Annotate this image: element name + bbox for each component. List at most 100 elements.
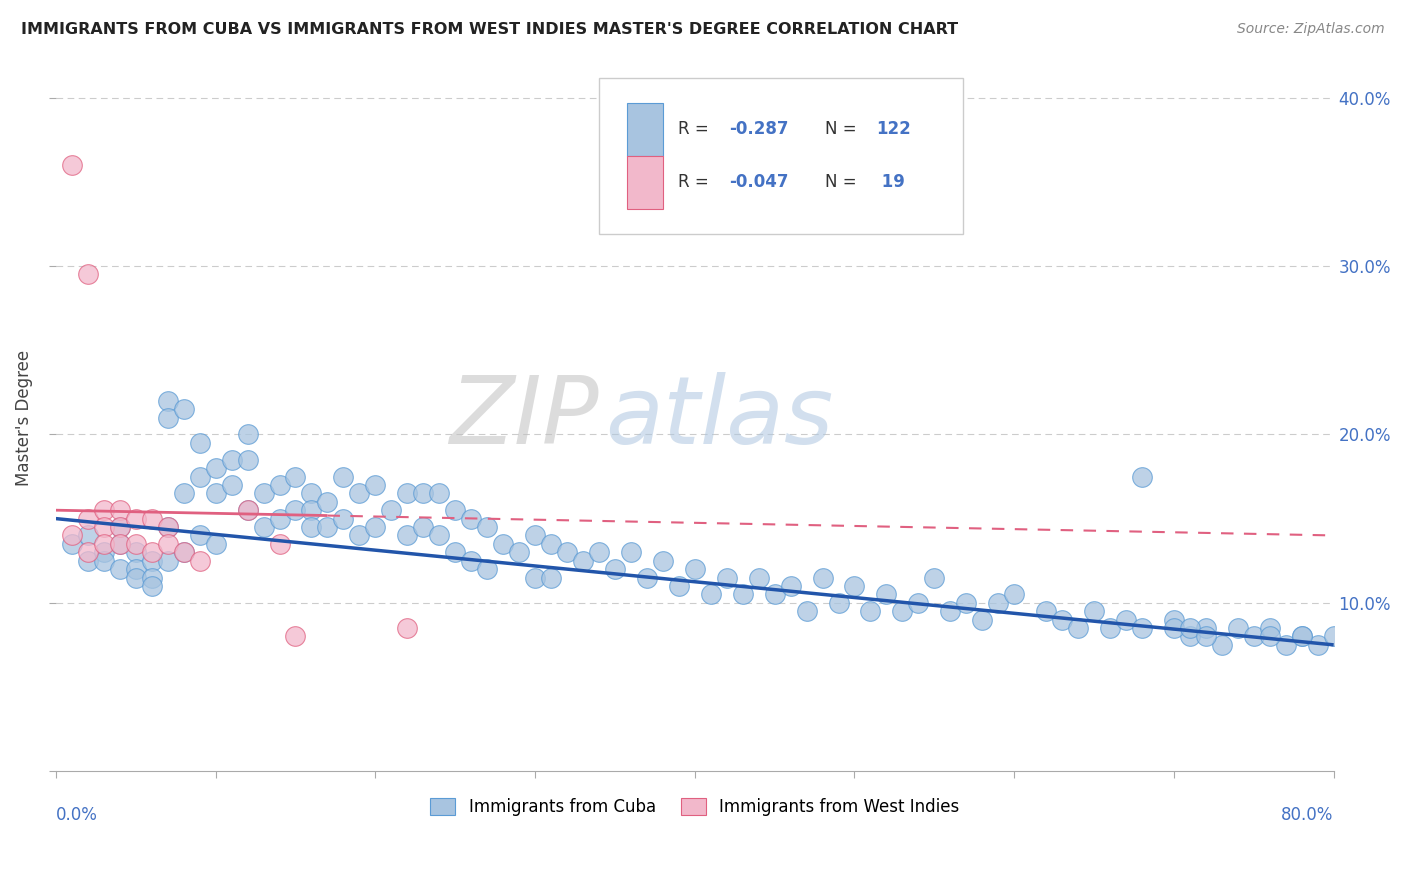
Point bbox=[364, 520, 387, 534]
Point bbox=[284, 630, 307, 644]
Point bbox=[108, 537, 131, 551]
Point bbox=[1178, 630, 1201, 644]
Point bbox=[1195, 621, 1218, 635]
Text: N =: N = bbox=[825, 120, 862, 138]
Point bbox=[316, 520, 339, 534]
Point bbox=[668, 579, 690, 593]
Point bbox=[651, 554, 673, 568]
Point bbox=[636, 570, 658, 584]
Point bbox=[204, 537, 226, 551]
Point bbox=[108, 562, 131, 576]
Point bbox=[125, 562, 148, 576]
Text: 80.0%: 80.0% bbox=[1281, 806, 1334, 824]
Point bbox=[60, 537, 83, 551]
Point bbox=[1099, 621, 1122, 635]
Point bbox=[141, 511, 163, 525]
Point bbox=[524, 570, 547, 584]
Point bbox=[1083, 604, 1105, 618]
Point bbox=[236, 452, 259, 467]
Text: atlas: atlas bbox=[606, 372, 834, 463]
Point bbox=[1258, 621, 1281, 635]
Point bbox=[1130, 469, 1153, 483]
FancyBboxPatch shape bbox=[599, 78, 963, 234]
Point bbox=[93, 537, 115, 551]
Point bbox=[492, 537, 515, 551]
Point bbox=[1258, 630, 1281, 644]
Point bbox=[108, 503, 131, 517]
Point bbox=[1226, 621, 1249, 635]
Point bbox=[1067, 621, 1090, 635]
Point bbox=[460, 511, 482, 525]
Text: IMMIGRANTS FROM CUBA VS IMMIGRANTS FROM WEST INDIES MASTER'S DEGREE CORRELATION : IMMIGRANTS FROM CUBA VS IMMIGRANTS FROM … bbox=[21, 22, 959, 37]
Point bbox=[683, 562, 706, 576]
Point bbox=[284, 469, 307, 483]
Point bbox=[125, 537, 148, 551]
Y-axis label: Master's Degree: Master's Degree bbox=[15, 350, 32, 485]
Point bbox=[396, 486, 419, 500]
Text: -0.287: -0.287 bbox=[730, 120, 789, 138]
Point bbox=[508, 545, 530, 559]
Point bbox=[859, 604, 882, 618]
Point bbox=[332, 469, 354, 483]
Point bbox=[907, 596, 929, 610]
Point bbox=[173, 486, 195, 500]
Point bbox=[955, 596, 977, 610]
Point bbox=[811, 570, 834, 584]
Point bbox=[141, 545, 163, 559]
Point bbox=[1291, 630, 1313, 644]
Point bbox=[380, 503, 402, 517]
Point bbox=[188, 435, 211, 450]
Point bbox=[1306, 638, 1329, 652]
Point bbox=[700, 587, 723, 601]
Point bbox=[987, 596, 1010, 610]
Point bbox=[76, 528, 98, 542]
Point bbox=[524, 528, 547, 542]
Point bbox=[1035, 604, 1057, 618]
Point bbox=[188, 528, 211, 542]
Point bbox=[1178, 621, 1201, 635]
Point bbox=[412, 486, 434, 500]
Point bbox=[60, 158, 83, 172]
Point bbox=[108, 537, 131, 551]
Point bbox=[93, 554, 115, 568]
Point bbox=[269, 511, 291, 525]
Point bbox=[236, 503, 259, 517]
Point bbox=[349, 528, 371, 542]
Point bbox=[76, 268, 98, 282]
Point bbox=[460, 554, 482, 568]
Point bbox=[236, 503, 259, 517]
Point bbox=[1163, 621, 1185, 635]
Point bbox=[475, 520, 498, 534]
Text: R =: R = bbox=[678, 120, 714, 138]
Point bbox=[572, 554, 595, 568]
Point bbox=[125, 570, 148, 584]
Point bbox=[924, 570, 946, 584]
Point bbox=[427, 528, 450, 542]
Point bbox=[540, 537, 562, 551]
Point bbox=[1323, 630, 1346, 644]
Point bbox=[875, 587, 897, 601]
Point bbox=[316, 495, 339, 509]
Point bbox=[301, 486, 323, 500]
Point bbox=[1050, 613, 1073, 627]
Point bbox=[444, 545, 467, 559]
Point bbox=[796, 604, 818, 618]
Point bbox=[108, 520, 131, 534]
Point bbox=[972, 613, 994, 627]
Text: Source: ZipAtlas.com: Source: ZipAtlas.com bbox=[1237, 22, 1385, 37]
Point bbox=[1002, 587, 1025, 601]
Point bbox=[188, 554, 211, 568]
Point bbox=[1115, 613, 1137, 627]
Point bbox=[779, 579, 801, 593]
Text: N =: N = bbox=[825, 174, 862, 192]
Point bbox=[156, 520, 179, 534]
Point bbox=[93, 545, 115, 559]
Point bbox=[269, 537, 291, 551]
Point bbox=[156, 520, 179, 534]
Point bbox=[188, 469, 211, 483]
Point bbox=[364, 478, 387, 492]
Point bbox=[349, 486, 371, 500]
Point bbox=[141, 579, 163, 593]
Point bbox=[620, 545, 643, 559]
Point bbox=[156, 393, 179, 408]
